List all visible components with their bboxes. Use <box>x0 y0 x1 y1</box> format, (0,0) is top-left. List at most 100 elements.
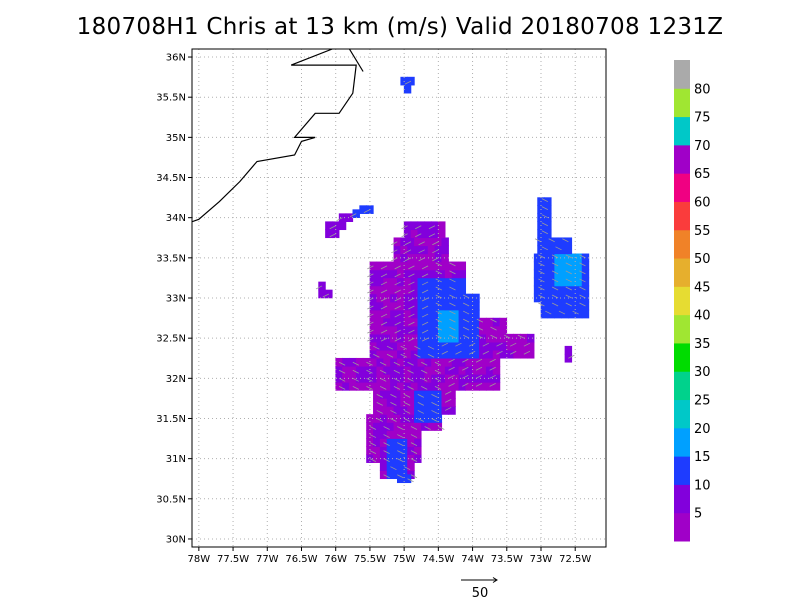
wind-vector <box>427 353 435 358</box>
wind-vector <box>414 353 421 358</box>
wind-vector <box>383 426 390 430</box>
wind-vector <box>421 329 429 334</box>
colorbar-label: 60 <box>694 195 711 210</box>
wind-vector <box>403 410 411 414</box>
wind-cell <box>458 309 467 319</box>
wind-cell <box>499 325 508 335</box>
wind-vector <box>394 305 401 310</box>
wind-cell <box>458 269 467 279</box>
wind-vector <box>380 329 388 334</box>
wind-cell <box>533 261 542 271</box>
wind-cell <box>383 357 391 367</box>
wind-vector <box>565 262 572 267</box>
wind-cell <box>400 390 408 399</box>
wind-vector <box>421 377 428 382</box>
wind-vector <box>534 238 542 243</box>
wind-vector <box>400 345 407 350</box>
wind-cell <box>472 333 480 343</box>
wind-vector <box>408 273 415 278</box>
wind-cell <box>513 341 521 351</box>
x-tick-label: 74.5W <box>422 554 454 565</box>
wind-cell <box>390 341 398 351</box>
wind-cell <box>431 382 439 391</box>
wind-cell <box>390 285 398 295</box>
colorbar-label: 40 <box>694 309 711 324</box>
wind-vector <box>410 434 418 438</box>
wind-cell <box>485 333 494 343</box>
wind-cell <box>527 341 535 351</box>
wind-cell <box>431 341 439 351</box>
wind-vector <box>417 402 424 406</box>
wind-cell <box>369 349 378 359</box>
wind-cell <box>403 333 412 343</box>
wind-vector <box>428 225 436 230</box>
wind-cell <box>458 374 467 383</box>
wind-vector <box>455 342 462 347</box>
wind-vector <box>414 345 421 350</box>
wind-cell <box>376 285 384 295</box>
colorbar-label: 20 <box>694 422 711 437</box>
x-tick-label: 74W <box>461 554 484 565</box>
wind-vector <box>417 410 424 414</box>
wind-cell <box>438 229 446 239</box>
wind-cell <box>472 341 480 351</box>
wind-cell <box>362 382 371 391</box>
wind-cell <box>444 349 453 359</box>
wind-cell <box>431 333 439 343</box>
wind-vector <box>475 382 483 387</box>
wind-vector <box>421 273 429 278</box>
wind-vector <box>415 225 422 230</box>
wind-cell <box>458 277 467 287</box>
wind-vector <box>390 466 397 471</box>
wind-vector <box>428 233 436 238</box>
wind-vector <box>434 385 442 390</box>
wind-vector <box>363 209 371 214</box>
wind-vector <box>380 273 388 278</box>
wind-cell <box>513 333 521 343</box>
wind-vector <box>435 262 442 267</box>
wind-vector <box>403 394 411 398</box>
wind-vector <box>449 270 456 275</box>
wind-cell <box>403 277 412 287</box>
wind-cell <box>574 285 583 295</box>
wind-cell <box>441 390 449 399</box>
wind-vector <box>435 286 442 291</box>
wind-vector <box>376 410 383 414</box>
wind-vector <box>418 249 425 254</box>
wind-vector <box>421 265 429 270</box>
wind-cell <box>410 374 419 383</box>
wind-vector <box>434 369 442 374</box>
wind-vector <box>435 278 442 283</box>
wind-cell <box>410 349 419 359</box>
wind-vector <box>496 350 503 355</box>
wind-vector <box>541 222 549 227</box>
wind-vector <box>410 458 418 463</box>
wind-vector <box>435 310 442 315</box>
wind-cell <box>568 293 576 303</box>
wind-vector <box>408 321 415 326</box>
wind-vector <box>468 350 476 355</box>
colorbar-segment <box>674 88 690 118</box>
wind-vector <box>523 350 531 355</box>
wind-cell <box>568 261 576 271</box>
wind-cell <box>410 341 419 351</box>
wind-cell <box>400 422 408 431</box>
wind-cell <box>379 390 388 399</box>
wind-cell <box>438 382 446 391</box>
wind-cell <box>400 398 408 407</box>
wind-vector <box>338 385 346 390</box>
wind-vector <box>408 297 415 302</box>
colorbar-segment <box>674 229 690 259</box>
y-tick-label: 34N <box>166 213 186 224</box>
wind-vector <box>407 478 414 483</box>
wind-vector <box>367 289 374 294</box>
x-tick-label: 73.5W <box>491 554 523 565</box>
wind-cell <box>376 261 384 271</box>
wind-vector <box>434 361 442 366</box>
wind-cell <box>386 422 395 431</box>
colorbar-label: 80 <box>694 82 711 97</box>
wind-cell <box>431 309 439 319</box>
wind-cell <box>400 438 408 447</box>
colorbar-segment <box>674 399 690 429</box>
wind-cell <box>438 325 446 335</box>
